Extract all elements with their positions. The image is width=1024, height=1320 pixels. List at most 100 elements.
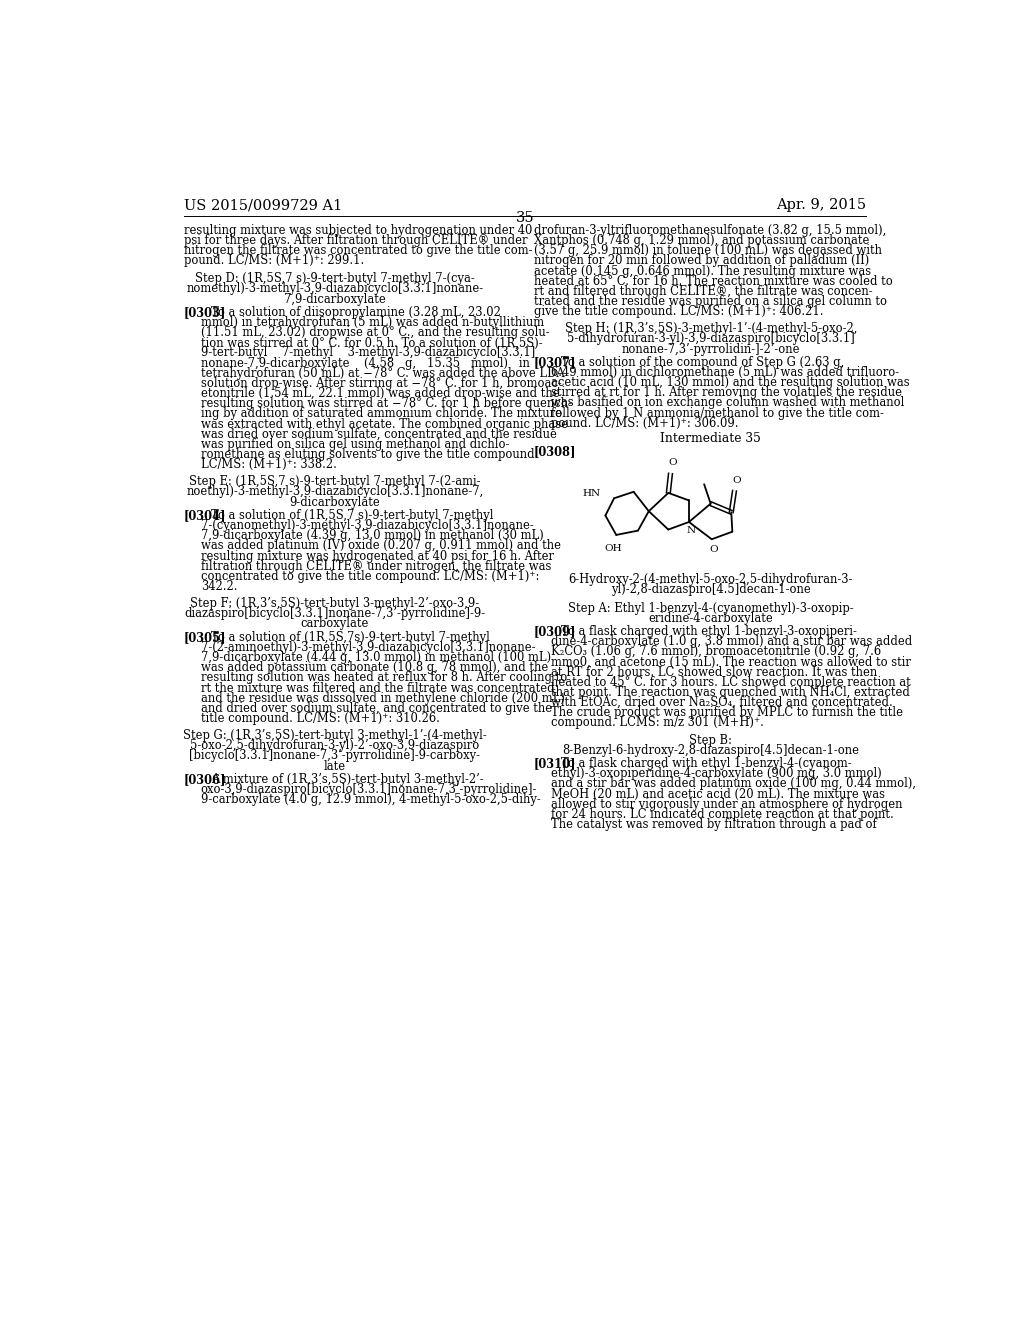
Text: The crude product was purified by MPLC to furnish the title: The crude product was purified by MPLC t… <box>551 706 903 719</box>
Text: psi for three days. After filtration through CELITE® under: psi for three days. After filtration thr… <box>183 234 527 247</box>
Text: at RT for 2 hours. LC showed slow reaction. It was then: at RT for 2 hours. LC showed slow reacti… <box>551 665 878 678</box>
Text: [0305]: [0305] <box>183 631 226 644</box>
Text: US 2015/0099729 A1: US 2015/0099729 A1 <box>183 198 342 213</box>
Text: title compound. LC/MS: (M+1)⁺: 310.26.: title compound. LC/MS: (M+1)⁺: 310.26. <box>201 711 439 725</box>
Text: Step F: (1R,3’s,5S)-tert-butyl 3-methyl-2’-oxo-3,9-: Step F: (1R,3’s,5S)-tert-butyl 3-methyl-… <box>190 597 479 610</box>
Text: give the title compound. LC/MS: (M+1)⁺: 406.21.: give the title compound. LC/MS: (M+1)⁺: … <box>535 305 823 318</box>
Text: was dried over sodium sulfate, concentrated and the residue: was dried over sodium sulfate, concentra… <box>201 428 557 441</box>
Text: ethyl)-3-oxopiperidine-4-carboxylate (900 mg, 3.0 mmol): ethyl)-3-oxopiperidine-4-carboxylate (90… <box>551 767 882 780</box>
Text: resulting solution was stirred at −78° C. for 1 h before quench-: resulting solution was stirred at −78° C… <box>201 397 571 411</box>
Text: Apr. 9, 2015: Apr. 9, 2015 <box>775 198 866 213</box>
Text: Step E: (1R,5S,7 s)-9-tert-butyl 7-methyl 7-(2-ami-: Step E: (1R,5S,7 s)-9-tert-butyl 7-methy… <box>189 475 480 488</box>
Text: Step D: (1R,5S,7 s)-9-tert-butyl 7-methyl 7-(cya-: Step D: (1R,5S,7 s)-9-tert-butyl 7-methy… <box>195 272 475 285</box>
Text: nomethyl)-3-methyl-3,9-diazabicyclo[3.3.1]nonane-: nomethyl)-3-methyl-3,9-diazabicyclo[3.3.… <box>186 282 483 296</box>
Text: heated at 65° C. for 16 h. The reaction mixture was cooled to: heated at 65° C. for 16 h. The reaction … <box>535 275 893 288</box>
Text: 8-Benzyl-6-hydroxy-2,8-diazaspiro[4.5]decan-1-one: 8-Benzyl-6-hydroxy-2,8-diazaspiro[4.5]de… <box>562 743 859 756</box>
Text: [0307]: [0307] <box>535 356 577 368</box>
Text: 35: 35 <box>515 211 535 224</box>
Text: etonitrile (1.54 mL, 22.1 mmol) was added drop-wise and the: etonitrile (1.54 mL, 22.1 mmol) was adde… <box>201 387 559 400</box>
Text: [0304]: [0304] <box>183 510 226 521</box>
Text: N: N <box>687 525 696 535</box>
Text: and a stir bar was added platinum oxide (100 mg, 0.44 mmol),: and a stir bar was added platinum oxide … <box>551 777 916 791</box>
Text: oxo-3,9-diazaspiro[bicyclo[3.3.1]nonane-7,3’-pyrrolidine]-: oxo-3,9-diazaspiro[bicyclo[3.3.1]nonane-… <box>201 783 538 796</box>
Text: followed by 1 N ammonia/methanol to give the title com-: followed by 1 N ammonia/methanol to give… <box>551 407 884 420</box>
Text: resulting mixture was hydrogenated at 40 psi for 16 h. After: resulting mixture was hydrogenated at 40… <box>201 549 554 562</box>
Text: tion was stirred at 0° C. for 0.5 h. To a solution of (1R,5S)-: tion was stirred at 0° C. for 0.5 h. To … <box>201 337 543 350</box>
Text: O: O <box>710 545 719 554</box>
Text: To a solution of the compound of Step G (2.63 g,: To a solution of the compound of Step G … <box>561 356 845 368</box>
Text: 9-dicarboxylate: 9-dicarboxylate <box>290 495 380 508</box>
Text: trated and the residue was purified on a silica gel column to: trated and the residue was purified on a… <box>535 294 887 308</box>
Text: drofuran-3-yltrifluoromethanesulfonate (3.82 g, 15.5 mmol),: drofuran-3-yltrifluoromethanesulfonate (… <box>535 224 887 236</box>
Text: To a solution of (1R,5S,7s)-9-tert-butyl 7-methyl: To a solution of (1R,5S,7s)-9-tert-butyl… <box>211 631 489 644</box>
Text: late: late <box>324 759 346 772</box>
Text: diazaspiro[bicyclo[3.3.1]nonane-7,3’-pyrrolidine]-9-: diazaspiro[bicyclo[3.3.1]nonane-7,3’-pyr… <box>184 607 485 620</box>
Text: mmol) in tetrahydrofuran (5 mL) was added n-butyllithium: mmol) in tetrahydrofuran (5 mL) was adde… <box>201 315 544 329</box>
Text: heated to 45° C. for 3 hours. LC showed complete reaction at: heated to 45° C. for 3 hours. LC showed … <box>551 676 911 689</box>
Text: Step B:: Step B: <box>689 734 732 747</box>
Text: 5-dihydrofuran-3-yl)-3,9-diazaspiro[bicyclo[3.3.1]: 5-dihydrofuran-3-yl)-3,9-diazaspiro[bicy… <box>567 333 855 346</box>
Text: OH: OH <box>604 544 622 553</box>
Text: MeOH (20 mL) and acetic acid (20 mL). The mixture was: MeOH (20 mL) and acetic acid (20 mL). Th… <box>551 788 885 800</box>
Text: resulting solution was heated at reflux for 8 h. After cooling to: resulting solution was heated at reflux … <box>201 672 567 684</box>
Text: was basified on ion exchange column washed with methanol: was basified on ion exchange column wash… <box>551 396 904 409</box>
Text: Step H: (1R,3’s,5S)-3-methyl-1’-(4-methyl-5-oxo-2,: Step H: (1R,3’s,5S)-3-methyl-1’-(4-methy… <box>564 322 857 335</box>
Text: ing by addition of saturated ammonium chloride. The mixture: ing by addition of saturated ammonium ch… <box>201 408 562 420</box>
Text: mmo0, and acetone (15 mL). The reaction was allowed to stir: mmo0, and acetone (15 mL). The reaction … <box>551 656 911 668</box>
Text: filtration through CELITE® under nitrogen, the filtrate was: filtration through CELITE® under nitroge… <box>201 560 551 573</box>
Text: Intermediate 35: Intermediate 35 <box>660 432 761 445</box>
Text: K₂CO₃ (1.06 g, 7.6 mmol), bromoacetonitrile (0.92 g, 7.6: K₂CO₃ (1.06 g, 7.6 mmol), bromoacetonitr… <box>551 645 882 659</box>
Text: HN: HN <box>582 490 600 498</box>
Text: O: O <box>732 475 741 484</box>
Text: eridine-4-carboxylate: eridine-4-carboxylate <box>648 611 773 624</box>
Text: concentrated to give the title compound. LC/MS: (M+1)⁺:: concentrated to give the title compound.… <box>201 570 540 583</box>
Text: tetrahydrofuran (50 mL) at −78° C. was added the above LDA: tetrahydrofuran (50 mL) at −78° C. was a… <box>201 367 564 380</box>
Text: was added platinum (IV) oxide (0.207 g, 0.911 mmol) and the: was added platinum (IV) oxide (0.207 g, … <box>201 540 561 552</box>
Text: for 24 hours. LC indicated complete reaction at that point.: for 24 hours. LC indicated complete reac… <box>551 808 894 821</box>
Text: 5-oxo-2,5-dihydrofuran-3-yl)-2’-oxo-3,9-diazaspiro: 5-oxo-2,5-dihydrofuran-3-yl)-2’-oxo-3,9-… <box>190 739 479 752</box>
Text: stirred at rt for 1 h. After removing the volatiles the residue: stirred at rt for 1 h. After removing th… <box>551 387 902 400</box>
Text: [bicyclo[3.3.1]nonane-7,3’-pyrrolidine]-9-carboxy-: [bicyclo[3.3.1]nonane-7,3’-pyrrolidine]-… <box>189 750 480 763</box>
Text: 342.2.: 342.2. <box>201 579 238 593</box>
Text: compound. LCMS: m/z 301 (M+H)⁺.: compound. LCMS: m/z 301 (M+H)⁺. <box>551 717 764 730</box>
Text: acetic acid (10 mL, 130 mmol) and the resulting solution was: acetic acid (10 mL, 130 mmol) and the re… <box>551 376 909 389</box>
Text: and dried over sodium sulfate, and concentrated to give the: and dried over sodium sulfate, and conce… <box>201 702 552 715</box>
Text: 9-carboxylate (4.0 g, 12.9 mmol), 4-methyl-5-oxo-2,5-dihy-: 9-carboxylate (4.0 g, 12.9 mmol), 4-meth… <box>201 793 541 807</box>
Text: 6-Hydroxy-2-(4-methyl-5-oxo-2,5-dihydrofuran-3-: 6-Hydroxy-2-(4-methyl-5-oxo-2,5-dihydrof… <box>568 573 853 586</box>
Text: [0303]: [0303] <box>183 306 226 318</box>
Text: nonane-7,9-dicarboxylate    (4.58   g,   15.35   mmol)   in: nonane-7,9-dicarboxylate (4.58 g, 15.35 … <box>201 356 529 370</box>
Text: 7,9-dicarboxylate (4.44 g, 13.0 mmol) in methanol (100 mL): 7,9-dicarboxylate (4.44 g, 13.0 mmol) in… <box>201 651 551 664</box>
Text: Step A: Ethyl 1-benzyl-4-(cyanomethyl)-3-oxopip-: Step A: Ethyl 1-benzyl-4-(cyanomethyl)-3… <box>568 602 854 615</box>
Text: that point. The reaction was quenched with NH₄Cl, extracted: that point. The reaction was quenched wi… <box>551 686 910 700</box>
Text: carboxylate: carboxylate <box>301 618 369 631</box>
Text: acetate (0.145 g, 0.646 mmol). The resulting mixture was: acetate (0.145 g, 0.646 mmol). The resul… <box>535 264 871 277</box>
Text: allowed to stir vigorously under an atmosphere of hydrogen: allowed to stir vigorously under an atmo… <box>551 797 902 810</box>
Text: [0309]: [0309] <box>535 626 577 638</box>
Text: (11.51 mL, 23.02) dropwise at 0° C., and the resulting solu-: (11.51 mL, 23.02) dropwise at 0° C., and… <box>201 326 550 339</box>
Text: was extracted with ethyl acetate. The combined organic phase: was extracted with ethyl acetate. The co… <box>201 417 568 430</box>
Text: rt the mixture was filtered and the filtrate was concentrated: rt the mixture was filtered and the filt… <box>201 681 554 694</box>
Text: 6.49 mmol) in dichloromethane (5 mL) was added trifluoro-: 6.49 mmol) in dichloromethane (5 mL) was… <box>551 366 899 379</box>
Text: To a flask charged with ethyl 1-benzyl-4-(cyanom-: To a flask charged with ethyl 1-benzyl-4… <box>561 756 852 770</box>
Text: nonane-7,3’-pyrrolidin-]-2’-one: nonane-7,3’-pyrrolidin-]-2’-one <box>622 343 800 355</box>
Text: A mixture of (1R,3’s,5S)-tert-butyl 3-methyl-2’-: A mixture of (1R,3’s,5S)-tert-butyl 3-me… <box>211 774 483 785</box>
Text: O: O <box>669 458 677 467</box>
Text: noethyl)-3-methyl-3,9-diazabicyclo[3.3.1]nonane-7,: noethyl)-3-methyl-3,9-diazabicyclo[3.3.1… <box>186 486 483 499</box>
Text: was purified on silica gel using methanol and dichlo-: was purified on silica gel using methano… <box>201 438 509 451</box>
Text: 7,9-dicarboxylate: 7,9-dicarboxylate <box>284 293 386 305</box>
Text: nitrogen the filtrate was concentrated to give the title com-: nitrogen the filtrate was concentrated t… <box>183 244 532 257</box>
Text: solution drop-wise. After stirring at −78° C. for 1 h, bromoac-: solution drop-wise. After stirring at −7… <box>201 378 561 389</box>
Text: [0310]: [0310] <box>535 756 577 770</box>
Text: and the residue was dissolved in methylene chloride (200 mL): and the residue was dissolved in methyle… <box>201 692 564 705</box>
Text: The catalyst was removed by filtration through a pad of: The catalyst was removed by filtration t… <box>551 818 877 832</box>
Text: romethane as eluting solvents to give the title compound.: romethane as eluting solvents to give th… <box>201 447 539 461</box>
Text: Step G: (1R,3’s,5S)-tert-butyl 3-methyl-1’-(4-methyl-: Step G: (1R,3’s,5S)-tert-butyl 3-methyl-… <box>183 729 486 742</box>
Text: [0306]: [0306] <box>183 774 226 785</box>
Text: 7,9-dicarboxylate (4.39 g, 13.0 mmol) in methanol (30 mL): 7,9-dicarboxylate (4.39 g, 13.0 mmol) in… <box>201 529 544 543</box>
Text: To a solution of (1R,5S,7 s)-9-tert-butyl 7-methyl: To a solution of (1R,5S,7 s)-9-tert-buty… <box>211 510 494 521</box>
Text: To a solution of diisopropylamine (3.28 mL, 23.02: To a solution of diisopropylamine (3.28 … <box>211 306 501 318</box>
Text: dine-4-carboxylate (1.0 g, 3.8 mmol) and a stir bar was added: dine-4-carboxylate (1.0 g, 3.8 mmol) and… <box>551 635 912 648</box>
Text: resulting mixture was subjected to hydrogenation under 40: resulting mixture was subjected to hydro… <box>183 224 532 236</box>
Text: 7-(2-aminoethyl)-3-methyl-3,9-diazabicyclo[3.3.1]nonane-: 7-(2-aminoethyl)-3-methyl-3,9-diazabicyc… <box>201 642 536 653</box>
Text: with EtOAc, dried over Na₂SO₄, filtered and concentrated.: with EtOAc, dried over Na₂SO₄, filtered … <box>551 696 893 709</box>
